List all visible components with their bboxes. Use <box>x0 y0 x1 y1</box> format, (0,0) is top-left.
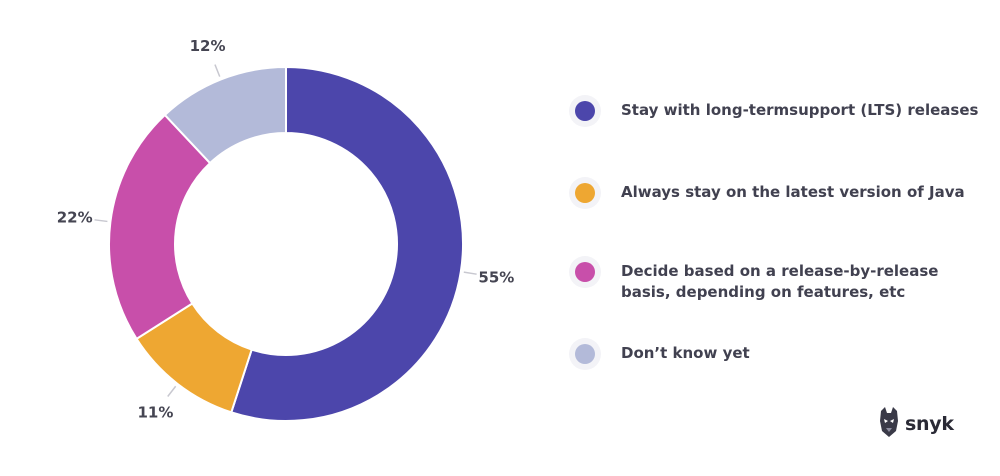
label-leader-lines <box>94 64 477 397</box>
legend-item-lts: Stay with long-termsupport (LTS) release… <box>575 101 981 121</box>
donut-chart: 55% 11% 22% 12% <box>57 37 515 422</box>
legend-label-release-by-release: Decide based on a release-by-release bas… <box>621 262 939 301</box>
value-labels: 55% 11% 22% 12% <box>57 37 515 421</box>
legend-label-dont-know: Don’t know yet <box>621 344 750 362</box>
legend-item-release-by-release: Decide based on a release-by-release bas… <box>575 262 981 303</box>
value-label-release-by-release: 22% <box>57 208 93 226</box>
slice-dont-know <box>163 65 287 165</box>
legend-item-latest: Always stay on the latest version of Jav… <box>575 183 981 203</box>
legend-swatch-dont-know <box>575 344 595 364</box>
legend-swatch-lts <box>575 101 595 121</box>
leader-line-lts <box>463 271 477 275</box>
logo-text: snyk <box>905 413 954 435</box>
snyk-dog-icon <box>879 407 899 441</box>
donut-slices <box>108 65 464 422</box>
value-label-dont-know: 12% <box>190 37 226 55</box>
slice-lts <box>230 65 464 422</box>
value-label-lts: 55% <box>478 268 514 286</box>
legend-label-lts: Stay with long-termsupport (LTS) release… <box>621 101 979 119</box>
legend-label-latest: Always stay on the latest version of Jav… <box>621 183 965 201</box>
legend-item-dont-know: Don’t know yet <box>575 344 981 364</box>
leader-line-dont-know <box>214 64 221 77</box>
legend-swatch-release-by-release <box>575 262 595 282</box>
snyk-logo: snyk <box>879 407 954 441</box>
legend-swatch-latest <box>575 183 595 203</box>
value-label-latest: 11% <box>137 403 173 421</box>
leader-line-release-by-release <box>94 219 108 223</box>
leader-line-latest <box>167 385 177 397</box>
slice-release-by-release <box>108 113 212 341</box>
